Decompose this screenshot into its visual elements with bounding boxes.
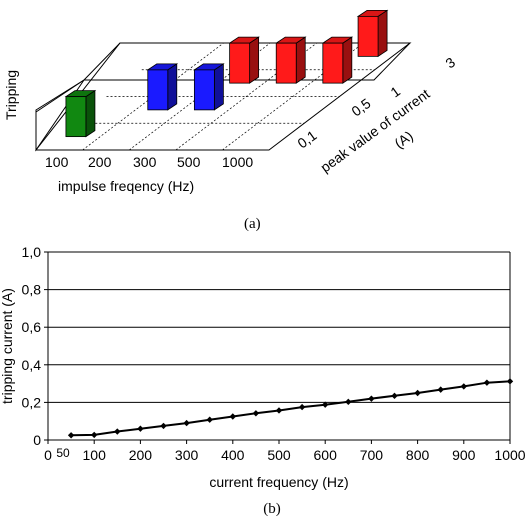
x-tick-label: 300	[133, 154, 157, 170]
data-point	[137, 425, 144, 432]
data-point	[160, 422, 167, 430]
bar	[356, 9, 389, 58]
bar-front	[65, 96, 87, 138]
data-point	[368, 395, 375, 402]
y-tick-label: 0	[33, 432, 41, 448]
y-tick-label: 0,2	[22, 394, 42, 410]
data-point	[345, 398, 352, 406]
x-gridline	[222, 42, 364, 151]
x-tick-label: 100	[45, 154, 69, 170]
data-point	[67, 432, 75, 439]
data-point	[391, 392, 398, 400]
x-tick-label: 200	[88, 154, 112, 170]
x-tick-label: 1000	[222, 154, 253, 170]
x-tick-label: 600	[314, 447, 338, 463]
data-point	[252, 410, 260, 417]
bar-side	[342, 36, 353, 84]
bar	[146, 63, 179, 111]
y-axis-label: Tripping	[3, 70, 19, 120]
bar	[228, 36, 260, 84]
bar-front	[275, 42, 297, 84]
y-axis-label: tripping current (A)	[0, 288, 15, 404]
bars-group	[64, 9, 389, 138]
x-tick-label: 500	[267, 447, 291, 463]
series-points	[67, 378, 514, 439]
data-point	[183, 419, 190, 427]
data-point	[229, 413, 236, 420]
x-axis-label: impulse freqency (Hz)	[58, 178, 194, 194]
gridlines	[44, 251, 511, 444]
bar-front	[357, 15, 379, 57]
data-point	[114, 428, 121, 435]
caption-a: (a)	[244, 216, 261, 232]
y-tick-label: 0,4	[22, 357, 42, 373]
x-tick-label: 200	[129, 447, 153, 463]
x-tick-label: 700	[360, 447, 384, 463]
x-axis-label: current frequency (Hz)	[209, 474, 348, 490]
bar-front	[229, 42, 251, 84]
x-extra-tick-label: 50	[56, 446, 70, 460]
bar-side	[167, 63, 178, 111]
y-tick-label: 0,6	[22, 319, 42, 335]
data-point	[275, 407, 283, 414]
panel-a-chart: Tripping 100 200 300 500 1000 impulse fr…	[3, 9, 458, 232]
bar-side	[295, 36, 306, 84]
bar-front	[322, 42, 344, 84]
x-tick-label: 100	[83, 447, 107, 463]
series-line	[71, 380, 511, 437]
x-tick-label: 900	[452, 447, 476, 463]
bar-side	[85, 89, 96, 138]
data-point	[91, 431, 98, 439]
data-point	[483, 379, 491, 386]
bar-front	[193, 69, 215, 111]
panel-b-chart: 0 0,2 0,4 0,6 0,8 1,0 0 100 200 300 400 500 600 700 8…	[0, 244, 526, 517]
y-tick-label: 0,8	[22, 282, 42, 298]
bar	[64, 89, 97, 138]
x-tick-label: 800	[406, 447, 430, 463]
bar	[274, 36, 307, 84]
data-point	[414, 389, 421, 397]
data-point	[437, 386, 444, 393]
data-point	[322, 401, 329, 408]
data-point	[206, 416, 213, 423]
z-tick-label: 3	[442, 54, 458, 72]
z-tick-label: 1	[387, 83, 403, 101]
x-gridline	[175, 42, 318, 151]
x-tick-label: 300	[175, 447, 199, 463]
y-tick-label: 1,0	[22, 244, 42, 260]
x-tick-label: 1000	[494, 447, 525, 463]
z-axis-label: peak value of current	[317, 86, 432, 176]
y-axis-back	[35, 79, 85, 113]
x-tick-label: 400	[221, 447, 245, 463]
z-axis-label-unit: (A)	[391, 128, 416, 152]
z-tick-label: 0,1	[294, 127, 319, 152]
data-point	[460, 383, 467, 390]
x-tick-labels: 0 100 200 300 400 500 600 700 800 900 1000	[44, 447, 526, 463]
x-tick-label: 500	[177, 154, 201, 170]
bar-side	[213, 63, 224, 111]
y-tick-labels: 0 0,2 0,4 0,6 0,8 1,0	[22, 244, 42, 448]
data-point	[506, 378, 514, 385]
bar-side	[377, 9, 388, 58]
data-point	[298, 403, 306, 411]
bar	[193, 63, 225, 111]
bar-side	[249, 36, 260, 84]
z-tick-label: 0,5	[348, 95, 373, 120]
caption-b: (b)	[263, 501, 281, 517]
x-tick-label: 0	[44, 447, 52, 463]
bar-front	[147, 69, 169, 111]
bar	[321, 36, 354, 84]
